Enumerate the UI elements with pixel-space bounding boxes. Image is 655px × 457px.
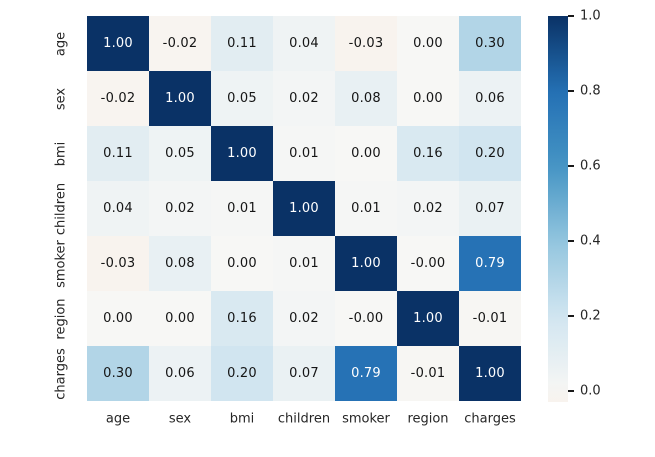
heatmap-cell-region-age: 0.00 bbox=[87, 291, 149, 346]
y-tick-label-children: children bbox=[53, 182, 69, 235]
heatmap-cell-charges-bmi: 0.20 bbox=[211, 346, 273, 401]
colorbar-tick-label-0.6: 0.6 bbox=[580, 158, 601, 174]
colorbar-tick-mark-0.6 bbox=[568, 164, 574, 167]
y-tick-label-charges: charges bbox=[53, 347, 69, 400]
heatmap-cell-charges-age: 0.30 bbox=[87, 346, 149, 401]
heatmap-cell-region-smoker: -0.00 bbox=[335, 291, 397, 346]
colorbar-tick-mark-0.8 bbox=[568, 89, 574, 92]
heatmap-cell-children-sex: 0.02 bbox=[149, 181, 211, 236]
x-tick-label-children: children bbox=[277, 411, 331, 427]
x-tick-label-bmi: bmi bbox=[229, 411, 255, 427]
colorbar-tick-label-1.0: 1.0 bbox=[580, 8, 601, 24]
colorbar-tick-label-0.0: 0.0 bbox=[580, 383, 601, 399]
y-tick-label-region: region bbox=[53, 297, 69, 340]
heatmap-cell-sex-bmi: 0.05 bbox=[211, 71, 273, 126]
heatmap-cell-bmi-age: 0.11 bbox=[87, 126, 149, 181]
colorbar-tick-label-0.8: 0.8 bbox=[580, 83, 601, 99]
x-tick-label-smoker: smoker bbox=[342, 411, 390, 427]
colorbar-tick-label-0.2: 0.2 bbox=[580, 308, 601, 324]
heatmap-cell-sex-region: 0.00 bbox=[397, 71, 459, 126]
heatmap-cell-smoker-charges: 0.79 bbox=[459, 236, 521, 291]
heatmap-cell-region-bmi: 0.16 bbox=[211, 291, 273, 346]
heatmap-cell-age-smoker: -0.03 bbox=[335, 16, 397, 71]
heatmap-cell-age-age: 1.00 bbox=[87, 16, 149, 71]
heatmap-cell-charges-charges: 1.00 bbox=[459, 346, 521, 401]
heatmap-cell-region-charges: -0.01 bbox=[459, 291, 521, 346]
x-tick-label-region: region bbox=[407, 411, 449, 427]
colorbar-gradient bbox=[548, 16, 568, 402]
heatmap-cell-region-sex: 0.00 bbox=[149, 291, 211, 346]
heatmap-cell-smoker-age: -0.03 bbox=[87, 236, 149, 291]
heatmap-cell-charges-children: 0.07 bbox=[273, 346, 335, 401]
heatmap-cell-children-bmi: 0.01 bbox=[211, 181, 273, 236]
heatmap-cell-bmi-sex: 0.05 bbox=[149, 126, 211, 181]
heatmap-cell-bmi-bmi: 1.00 bbox=[211, 126, 273, 181]
colorbar-tick-mark-0.2 bbox=[568, 314, 574, 317]
heatmap-cell-charges-region: -0.01 bbox=[397, 346, 459, 401]
heatmap-cell-sex-children: 0.02 bbox=[273, 71, 335, 126]
heatmap-cell-children-children: 1.00 bbox=[273, 181, 335, 236]
heatmap-cell-sex-sex: 1.00 bbox=[149, 71, 211, 126]
heatmap-cell-children-age: 0.04 bbox=[87, 181, 149, 236]
heatmap-cell-age-children: 0.04 bbox=[273, 16, 335, 71]
heatmap-cell-children-smoker: 0.01 bbox=[335, 181, 397, 236]
heatmap-cell-children-charges: 0.07 bbox=[459, 181, 521, 236]
heatmap-cell-smoker-bmi: 0.00 bbox=[211, 236, 273, 291]
x-tick-label-sex: sex bbox=[168, 411, 192, 427]
heatmap-cell-bmi-region: 0.16 bbox=[397, 126, 459, 181]
heatmap-cell-sex-smoker: 0.08 bbox=[335, 71, 397, 126]
x-tick-label-age: age bbox=[105, 411, 131, 427]
y-tick-label-sex: sex bbox=[53, 87, 69, 110]
colorbar-tick-mark-0.0 bbox=[568, 389, 574, 392]
heatmap-cell-age-charges: 0.30 bbox=[459, 16, 521, 71]
heatmap-cell-age-sex: -0.02 bbox=[149, 16, 211, 71]
heatmap-cell-smoker-children: 0.01 bbox=[273, 236, 335, 291]
heatmap-cell-bmi-charges: 0.20 bbox=[459, 126, 521, 181]
heatmap-cell-smoker-region: -0.00 bbox=[397, 236, 459, 291]
colorbar-tick-mark-1.0 bbox=[568, 15, 574, 17]
heatmap-cell-children-region: 0.02 bbox=[397, 181, 459, 236]
x-tick-label-charges: charges bbox=[464, 411, 516, 427]
y-tick-label-smoker: smoker bbox=[53, 239, 69, 288]
heatmap-grid: 1.00 -0.02 0.11 0.04 -0.03 0.00 0.30 -0.02 1.00 0… bbox=[87, 16, 521, 401]
heatmap-cell-sex-age: -0.02 bbox=[87, 71, 149, 126]
y-tick-label-age: age bbox=[53, 31, 69, 56]
colorbar-tick-mark-0.4 bbox=[568, 239, 574, 242]
y-tick-label-bmi: bmi bbox=[53, 141, 69, 166]
heatmap-cell-smoker-sex: 0.08 bbox=[149, 236, 211, 291]
heatmap-cell-bmi-smoker: 0.00 bbox=[335, 126, 397, 181]
heatmap-cell-sex-charges: 0.06 bbox=[459, 71, 521, 126]
heatmap-cell-region-children: 0.02 bbox=[273, 291, 335, 346]
heatmap-cell-charges-smoker: 0.79 bbox=[335, 346, 397, 401]
heatmap-cell-age-region: 0.00 bbox=[397, 16, 459, 71]
heatmap-cell-charges-sex: 0.06 bbox=[149, 346, 211, 401]
heatmap-cell-age-bmi: 0.11 bbox=[211, 16, 273, 71]
heatmap-cell-bmi-children: 0.01 bbox=[273, 126, 335, 181]
heatmap-cell-region-region: 1.00 bbox=[397, 291, 459, 346]
heatmap-cell-smoker-smoker: 1.00 bbox=[335, 236, 397, 291]
colorbar-tick-label-0.4: 0.4 bbox=[580, 233, 601, 249]
